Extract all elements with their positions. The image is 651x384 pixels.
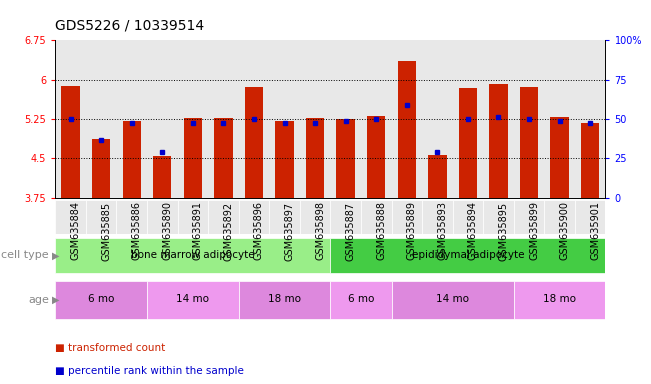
Text: age: age — [28, 295, 49, 305]
Bar — [459, 88, 477, 198]
Bar — [55, 200, 86, 234]
Text: GSM635893: GSM635893 — [437, 202, 447, 260]
Text: 18 mo: 18 mo — [268, 294, 301, 304]
Bar — [55, 238, 330, 273]
Bar — [55, 40, 86, 198]
Bar — [117, 40, 147, 198]
Bar — [330, 238, 605, 273]
Bar — [483, 200, 514, 234]
Bar — [270, 40, 300, 198]
Text: 18 mo: 18 mo — [543, 294, 576, 304]
Bar — [330, 280, 391, 319]
Bar — [575, 200, 605, 234]
Bar — [337, 119, 355, 198]
Bar — [117, 200, 147, 234]
Bar — [239, 280, 330, 319]
Bar — [422, 200, 452, 234]
Bar — [270, 200, 300, 234]
Bar — [147, 200, 178, 234]
Text: GSM635888: GSM635888 — [376, 202, 386, 260]
Bar — [428, 155, 447, 198]
Bar — [300, 200, 330, 234]
Text: GSM635894: GSM635894 — [468, 202, 478, 260]
Text: GSM635891: GSM635891 — [193, 202, 203, 260]
Bar — [452, 200, 483, 234]
Bar — [391, 40, 422, 198]
Bar — [544, 40, 575, 198]
Bar — [391, 200, 422, 234]
Text: GSM635887: GSM635887 — [346, 202, 355, 260]
Bar — [208, 200, 239, 234]
Text: GSM635890: GSM635890 — [162, 202, 173, 260]
Text: ▶: ▶ — [52, 295, 60, 305]
Text: ■ percentile rank within the sample: ■ percentile rank within the sample — [55, 366, 244, 376]
Text: 14 mo: 14 mo — [176, 294, 210, 304]
Bar — [239, 40, 270, 198]
Text: GSM635901: GSM635901 — [590, 202, 600, 260]
Text: GSM635886: GSM635886 — [132, 202, 142, 260]
Bar — [544, 200, 575, 234]
Bar — [361, 40, 391, 198]
Bar — [483, 40, 514, 198]
Bar — [490, 84, 508, 198]
Bar — [86, 40, 117, 198]
Bar — [422, 40, 452, 198]
Bar — [575, 40, 605, 198]
Text: GSM635892: GSM635892 — [223, 202, 234, 260]
Text: GSM635898: GSM635898 — [315, 202, 325, 260]
Bar — [178, 40, 208, 198]
Bar — [245, 86, 263, 198]
Text: GSM635889: GSM635889 — [407, 202, 417, 260]
Bar — [122, 121, 141, 198]
Text: bone marrow adipocyte: bone marrow adipocyte — [131, 250, 255, 260]
Bar — [275, 121, 294, 198]
Text: GSM635895: GSM635895 — [499, 202, 508, 260]
Bar — [184, 118, 202, 198]
Bar — [514, 40, 544, 198]
Text: 14 mo: 14 mo — [436, 294, 469, 304]
Text: GSM635899: GSM635899 — [529, 202, 539, 260]
Bar — [300, 40, 330, 198]
Bar — [514, 200, 544, 234]
Bar — [520, 86, 538, 198]
Text: ■ transformed count: ■ transformed count — [55, 343, 165, 353]
Bar — [208, 40, 239, 198]
Bar — [330, 200, 361, 234]
Bar — [514, 280, 605, 319]
Text: GSM635897: GSM635897 — [284, 202, 294, 260]
Text: 6 mo: 6 mo — [348, 294, 374, 304]
Bar — [61, 86, 80, 198]
Bar — [367, 116, 385, 198]
Bar — [306, 118, 324, 198]
Bar — [550, 118, 569, 198]
Bar — [361, 200, 391, 234]
Bar — [86, 200, 117, 234]
Text: GSM635885: GSM635885 — [101, 202, 111, 260]
Text: GDS5226 / 10339514: GDS5226 / 10339514 — [55, 19, 204, 33]
Text: GSM635884: GSM635884 — [70, 202, 81, 260]
Bar — [147, 40, 178, 198]
Bar — [452, 40, 483, 198]
Bar — [147, 280, 239, 319]
Text: GSM635900: GSM635900 — [560, 202, 570, 260]
Bar — [92, 139, 110, 198]
Text: GSM635896: GSM635896 — [254, 202, 264, 260]
Bar — [55, 280, 147, 319]
Text: 6 mo: 6 mo — [88, 294, 115, 304]
Text: epididymal adipocyte: epididymal adipocyte — [411, 250, 524, 260]
Bar — [391, 280, 514, 319]
Bar — [239, 200, 270, 234]
Bar — [330, 40, 361, 198]
Bar — [178, 200, 208, 234]
Bar — [398, 61, 416, 198]
Text: ▶: ▶ — [52, 250, 60, 260]
Bar — [581, 123, 600, 198]
Text: cell type: cell type — [1, 250, 49, 260]
Bar — [214, 118, 232, 198]
Bar — [153, 156, 171, 198]
